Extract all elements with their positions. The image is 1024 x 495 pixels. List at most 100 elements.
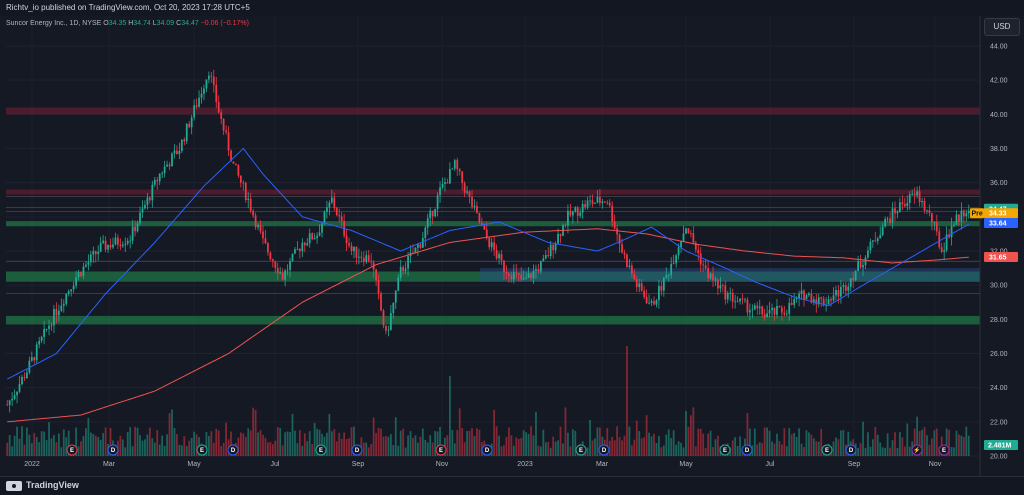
candle[interactable] <box>242 180 245 191</box>
candle[interactable] <box>589 195 591 207</box>
candle[interactable] <box>453 158 456 172</box>
candle[interactable] <box>448 162 451 185</box>
candle[interactable] <box>264 229 267 245</box>
candle[interactable] <box>239 175 242 188</box>
candle[interactable] <box>687 228 690 234</box>
candle[interactable] <box>466 186 468 195</box>
candle[interactable] <box>574 206 577 213</box>
candle[interactable] <box>431 210 434 225</box>
candle[interactable] <box>495 244 498 261</box>
candle[interactable] <box>107 244 109 253</box>
candle[interactable] <box>38 336 41 349</box>
candle[interactable] <box>77 269 80 281</box>
candle[interactable] <box>104 236 107 253</box>
event-marker[interactable]: E <box>315 444 327 456</box>
candle[interactable] <box>55 302 58 324</box>
candle[interactable] <box>308 228 311 248</box>
candle[interactable] <box>913 187 916 204</box>
candle[interactable] <box>257 223 259 231</box>
candle[interactable] <box>461 171 464 191</box>
candle[interactable] <box>148 196 151 204</box>
candle[interactable] <box>215 76 218 108</box>
candle[interactable] <box>62 299 65 313</box>
candle[interactable] <box>874 232 877 243</box>
candle[interactable] <box>134 220 136 237</box>
candle[interactable] <box>630 262 633 278</box>
event-marker[interactable]: E <box>575 444 587 456</box>
event-marker[interactable]: E <box>66 444 78 456</box>
candle[interactable] <box>40 335 43 344</box>
candle[interactable] <box>124 237 127 253</box>
candle[interactable] <box>424 225 427 247</box>
candle[interactable] <box>564 223 567 228</box>
event-marker[interactable]: E <box>821 444 833 456</box>
candle[interactable] <box>712 266 714 287</box>
candle[interactable] <box>72 281 75 293</box>
candle[interactable] <box>490 237 493 252</box>
candle[interactable] <box>884 216 887 228</box>
candle[interactable] <box>399 259 402 281</box>
candle[interactable] <box>611 201 614 228</box>
candle[interactable] <box>503 260 505 280</box>
zone-red[interactable] <box>6 189 980 195</box>
candle[interactable] <box>916 186 919 199</box>
candle[interactable] <box>360 251 363 263</box>
candle[interactable] <box>232 161 235 164</box>
candle[interactable] <box>471 190 473 210</box>
candle[interactable] <box>328 200 331 216</box>
candle[interactable] <box>842 282 845 294</box>
candle[interactable] <box>456 157 459 176</box>
candle[interactable] <box>358 248 360 265</box>
candle[interactable] <box>549 240 552 260</box>
candle[interactable] <box>571 210 574 224</box>
candle[interactable] <box>367 249 370 263</box>
candle[interactable] <box>567 204 569 234</box>
candle[interactable] <box>766 305 769 318</box>
candle[interactable] <box>318 224 321 237</box>
candle[interactable] <box>30 351 33 362</box>
candle[interactable] <box>808 291 810 297</box>
candle[interactable] <box>254 212 257 230</box>
candle[interactable] <box>621 238 623 254</box>
candle[interactable] <box>166 160 168 167</box>
candle[interactable] <box>667 273 670 282</box>
candle[interactable] <box>70 289 73 297</box>
candle[interactable] <box>719 276 722 293</box>
candle[interactable] <box>891 202 894 229</box>
candle[interactable] <box>355 246 358 265</box>
candle[interactable] <box>867 246 869 259</box>
event-marker[interactable]: D <box>741 444 753 456</box>
candle[interactable] <box>889 212 891 226</box>
candle[interactable] <box>129 235 132 249</box>
candle[interactable] <box>311 232 314 241</box>
candle[interactable] <box>303 241 306 253</box>
candle[interactable] <box>23 372 26 381</box>
candle[interactable] <box>463 181 466 198</box>
candle[interactable] <box>626 253 628 268</box>
candle[interactable] <box>569 203 572 218</box>
candle[interactable] <box>203 84 205 101</box>
candle[interactable] <box>862 259 864 276</box>
candle[interactable] <box>429 207 432 227</box>
candle[interactable] <box>530 272 532 281</box>
candle[interactable] <box>173 144 176 159</box>
candle[interactable] <box>404 262 407 275</box>
candle[interactable] <box>392 302 395 319</box>
candle[interactable] <box>709 272 712 280</box>
candle[interactable] <box>247 192 250 209</box>
candle[interactable] <box>544 249 547 260</box>
candle[interactable] <box>552 244 555 259</box>
candle[interactable] <box>662 277 665 297</box>
candle[interactable] <box>586 196 589 210</box>
candle[interactable] <box>930 212 933 231</box>
currency-button[interactable]: USD <box>984 18 1020 36</box>
candle[interactable] <box>350 242 353 256</box>
candle[interactable] <box>289 257 291 278</box>
candle[interactable] <box>468 190 471 204</box>
candle[interactable] <box>434 208 437 218</box>
candle[interactable] <box>220 109 223 125</box>
candle[interactable] <box>92 246 95 263</box>
candle[interactable] <box>67 289 70 297</box>
event-marker[interactable]: ⚡ <box>911 444 923 456</box>
candle[interactable] <box>136 220 139 233</box>
